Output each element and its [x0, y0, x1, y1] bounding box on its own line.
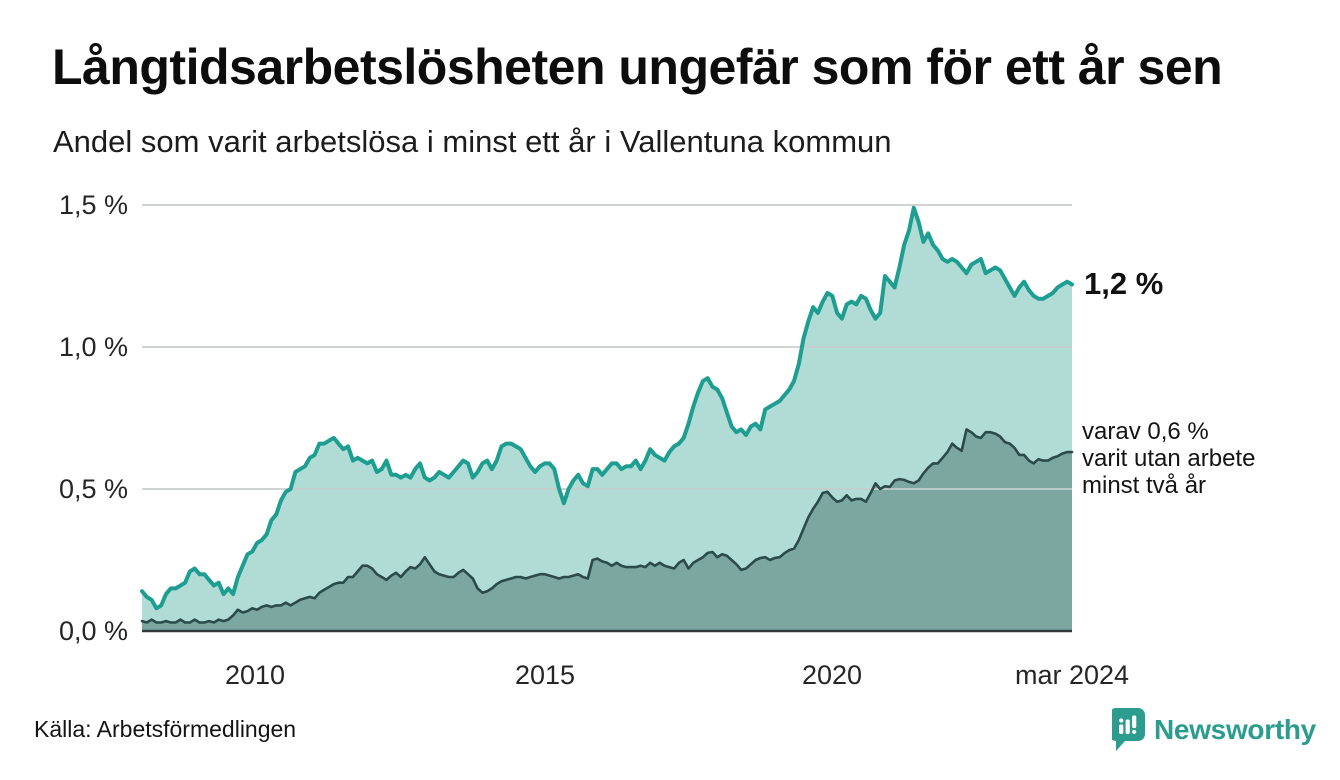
- x-tick-label-2015: 2015: [514, 660, 576, 690]
- y-tick-label-0-5: 0,5 %: [58, 474, 128, 504]
- y-tick-label-0-0: 0,0 %: [58, 616, 128, 646]
- two-years-annotation-line-2: varit utan arbete: [1082, 445, 1256, 472]
- newsworthy-icon: [1112, 708, 1145, 751]
- y-tick-label-1-5: 1,5 %: [58, 190, 128, 220]
- brand-name: Newsworthy: [1154, 713, 1316, 745]
- page-title: Långtidsarbetslösheten ungefär som för e…: [52, 39, 1223, 95]
- source-credit: Källa: Arbetsförmedlingen: [34, 716, 297, 742]
- bar-chart-glyph: [1119, 715, 1137, 734]
- brand-logo: Newsworthy: [1112, 708, 1316, 751]
- two-years-annotation: varav 0,6 % varit utan arbete minst två …: [1082, 418, 1255, 499]
- x-tick-label-2020: 2020: [801, 660, 863, 690]
- x-tick-label-2010: 2010: [224, 660, 286, 690]
- two-years-series-line: [140, 428, 1074, 624]
- two-years-annotation-line-1: varav 0,6 %: [1082, 418, 1209, 445]
- total-series-line: [140, 205, 1074, 611]
- two-years-annotation-line-3: minst två år: [1082, 472, 1207, 499]
- two-years-series-area: [142, 429, 1072, 631]
- latest-total-annotation: 1,2 %: [1084, 266, 1164, 301]
- gridlines: [142, 204, 1072, 490]
- x-tick-label-mar-2024: mar 2024: [1014, 660, 1130, 690]
- y-tick-label-1-0: 1,0 %: [58, 332, 128, 362]
- page-subtitle: Andel som varit arbetslösa i minst ett å…: [53, 124, 892, 159]
